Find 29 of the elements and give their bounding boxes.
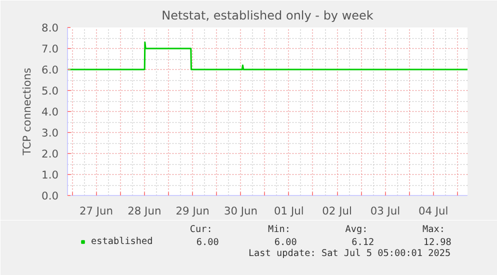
x-tick-label: 03 Jul (370, 204, 400, 218)
y-tick-label: 1.0 (42, 168, 59, 182)
text: Max: (422, 224, 445, 235)
x-tick-label: 28 Jun (128, 204, 162, 218)
legend-label: established (91, 236, 153, 247)
y-tick-label: 4.0 (42, 106, 59, 118)
text: 6.00 (274, 237, 298, 248)
y-tick-label: 2.0 (42, 148, 59, 160)
y-axis-title: TCP connections (20, 67, 34, 156)
x-tick-label: 29 Jun (176, 204, 210, 218)
chart-title: Netstat, established only - by week (162, 8, 374, 22)
text: Avg: (345, 224, 368, 235)
x-tick-label: 30 Jun (224, 204, 258, 218)
x-tick-label: 02 Jul (322, 204, 352, 218)
y-tick-label: 6.0 (42, 64, 59, 76)
x-tick-label: 27 Jun (79, 204, 114, 218)
text: 6.12 (352, 237, 374, 248)
text: Last update: Sat Jul 5 05:00:01 2025 (248, 248, 451, 259)
text: 6.00 (196, 237, 220, 248)
x-tick-label: 04 Jul (418, 204, 448, 218)
text: Cur: (190, 224, 212, 235)
text: 12.98 (423, 237, 452, 248)
y-tick-label: 0.0 (42, 190, 59, 202)
y-tick-label: 8.0 (42, 22, 59, 34)
text: Min: (268, 224, 290, 235)
x-tick-label: 01 Jul (274, 204, 304, 218)
y-tick-label: 3.0 (42, 126, 59, 140)
y-tick-label: 7.0 (42, 42, 59, 56)
y-tick-label: 5.0 (42, 84, 59, 98)
